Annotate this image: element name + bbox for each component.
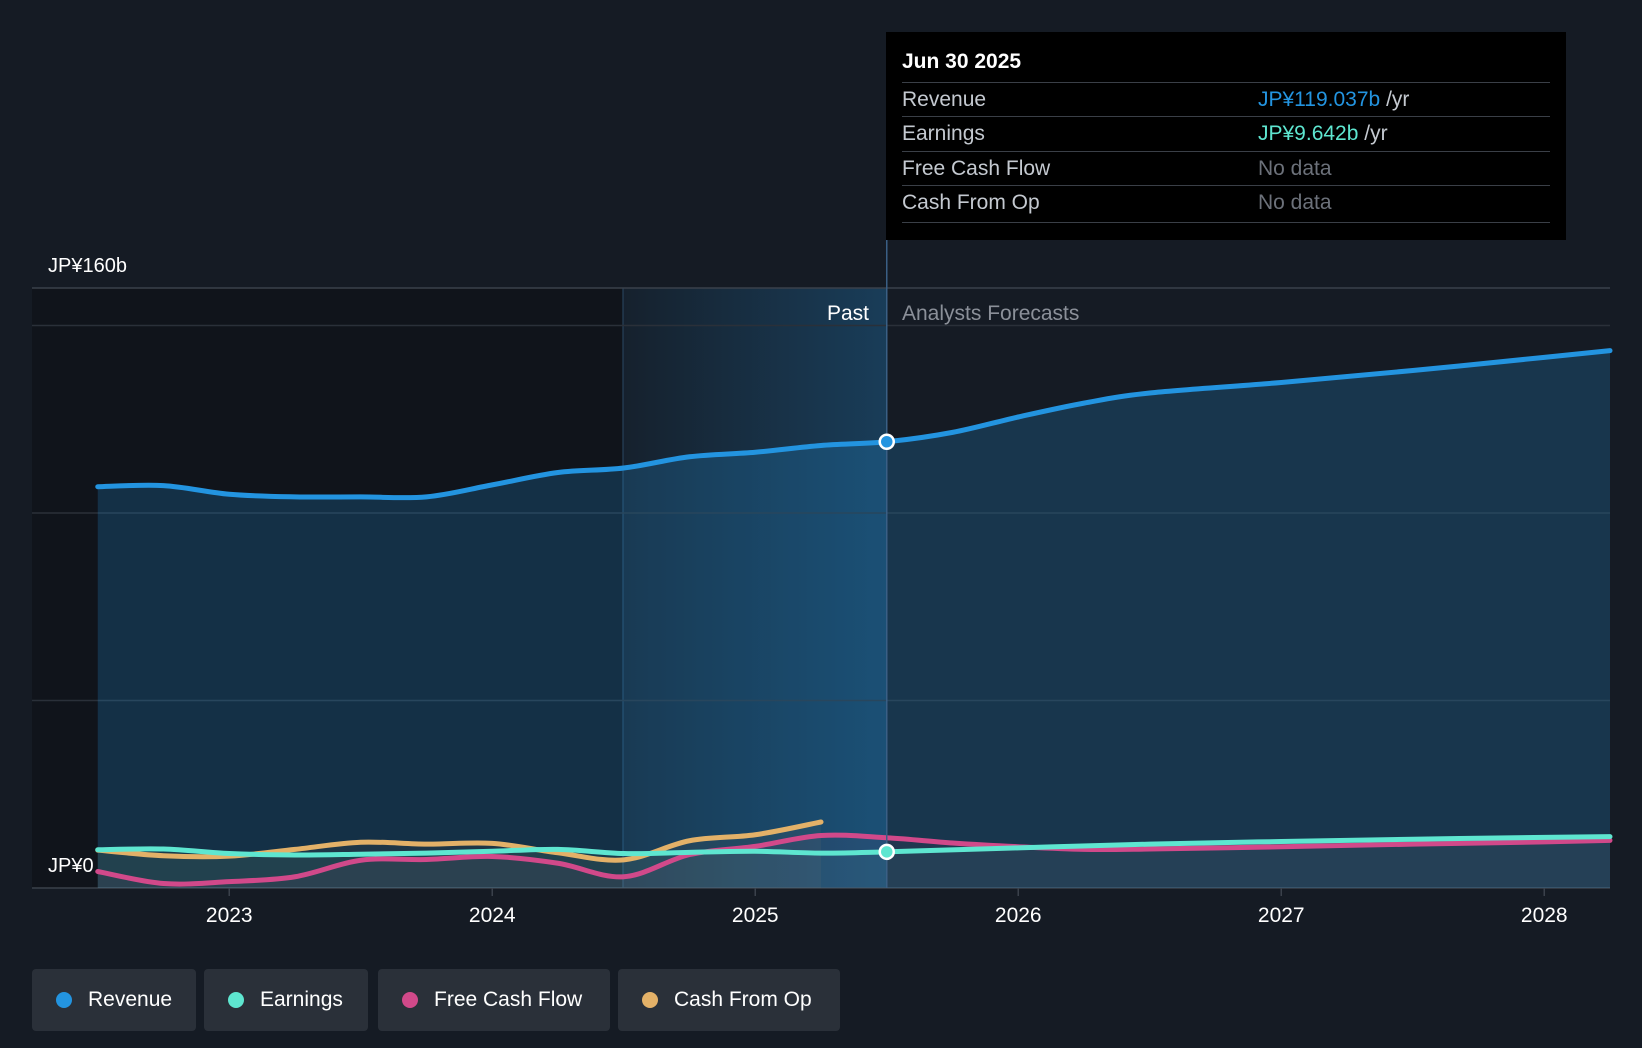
earnings-dot-icon <box>228 992 244 1008</box>
legend-label: Free Cash Flow <box>434 988 583 1011</box>
earnings-marker <box>878 843 895 861</box>
x-axis-ticks: 2023 2024 2025 2026 2027 2028 <box>206 888 1568 927</box>
tooltip-value: No data <box>1258 157 1332 180</box>
tooltip-label: Free Cash Flow <box>902 157 1051 180</box>
legend-label: Cash From Op <box>674 988 812 1011</box>
x-tick-label: 2026 <box>995 904 1042 927</box>
x-tick-label: 2024 <box>469 904 516 927</box>
tooltip: Jun 30 2025 Revenue JP¥119.037b /yr Earn… <box>886 32 1566 240</box>
free-cash-flow-dot-icon <box>402 992 418 1008</box>
tooltip-value: No data <box>1258 191 1332 214</box>
tooltip-date: Jun 30 2025 <box>902 50 1022 73</box>
legend-label: Earnings <box>260 988 343 1011</box>
revenue-line <box>95 348 1613 501</box>
earnings-line <box>95 834 1613 858</box>
tooltip-row-cash-from-op: Cash From Op No data <box>902 185 1550 220</box>
tooltip-row-free-cash-flow: Free Cash Flow No data <box>902 151 1550 186</box>
gridlines <box>32 287 1610 889</box>
y-axis-bottom-label: JP¥0 <box>48 855 94 877</box>
cash-from-op-dot-icon <box>642 992 658 1008</box>
tooltip-value: JP¥9.642b /yr <box>1258 122 1388 145</box>
tooltip-row-revenue: Revenue JP¥119.037b /yr <box>902 82 1550 117</box>
revenue-marker <box>878 433 895 450</box>
x-tick-label: 2028 <box>1521 904 1568 927</box>
highlight-markers <box>878 433 895 861</box>
legend-item-revenue[interactable]: Revenue <box>32 969 196 1031</box>
x-tick-label: 2027 <box>1258 904 1305 927</box>
past-highlight-band <box>623 288 887 888</box>
legend-label: Revenue <box>88 988 173 1011</box>
tooltip-label: Revenue <box>902 88 987 111</box>
x-tick-label: 2025 <box>732 904 779 927</box>
x-tick-label: 2023 <box>206 904 253 927</box>
legend-item-earnings[interactable]: Earnings <box>204 969 368 1031</box>
tooltip-divider <box>902 222 1550 223</box>
forecast-region-label: Analysts Forecasts <box>902 302 1079 325</box>
tooltip-row-earnings: Earnings JP¥9.642b /yr <box>902 116 1550 151</box>
past-dark-region <box>32 288 623 888</box>
y-axis-top-label: JP¥160b <box>48 255 127 277</box>
cash-from-op-line <box>95 819 824 863</box>
free-cash-flow-line <box>95 832 1613 887</box>
past-region-label: Past <box>827 302 869 325</box>
legend-item-free-cash-flow[interactable]: Free Cash Flow <box>378 969 610 1031</box>
revenue-area <box>97 350 1610 888</box>
tooltip-label: Cash From Op <box>902 191 1040 214</box>
tooltip-label: Earnings <box>902 122 985 145</box>
legend-item-cash-from-op[interactable]: Cash From Op <box>618 969 840 1031</box>
revenue-dot-icon <box>56 992 72 1008</box>
tooltip-value: JP¥119.037b /yr <box>1258 88 1410 111</box>
series-lines <box>95 348 1613 887</box>
